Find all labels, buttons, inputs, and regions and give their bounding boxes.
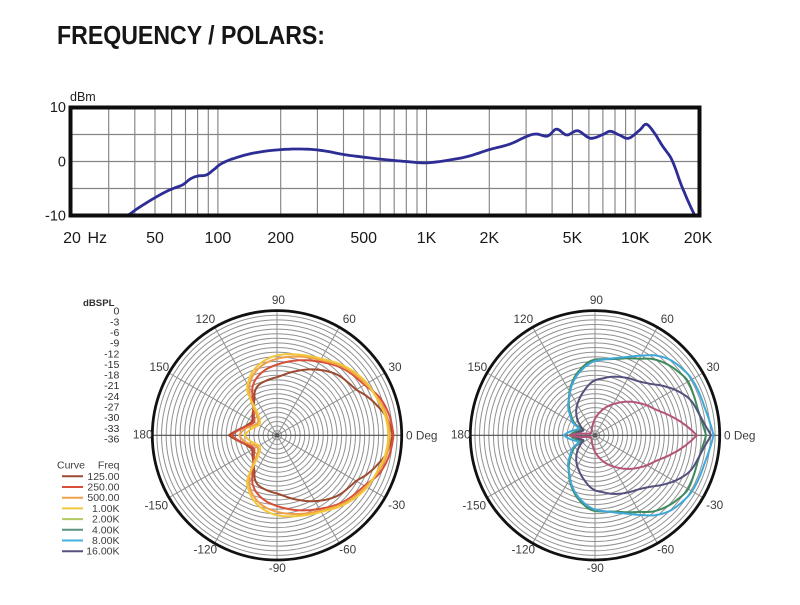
svg-text:-33: -33 bbox=[104, 423, 119, 435]
svg-text:60: 60 bbox=[343, 312, 357, 326]
svg-text:4.00K: 4.00K bbox=[92, 524, 119, 536]
svg-text:20K: 20K bbox=[684, 230, 713, 247]
svg-text:-60: -60 bbox=[657, 543, 674, 557]
svg-text:180: 180 bbox=[451, 428, 471, 442]
svg-text:90: 90 bbox=[272, 293, 286, 307]
svg-text:2.00K: 2.00K bbox=[92, 514, 119, 526]
svg-text:Curve: Curve bbox=[57, 459, 85, 471]
svg-text:-21: -21 bbox=[104, 380, 119, 392]
svg-text:-12: -12 bbox=[104, 348, 119, 360]
svg-text:0: 0 bbox=[113, 306, 119, 318]
svg-text:-9: -9 bbox=[110, 338, 119, 350]
svg-text:FREQUENCY / POLARS:: FREQUENCY / POLARS: bbox=[57, 22, 325, 50]
svg-text:5K: 5K bbox=[563, 230, 583, 247]
svg-text:10K: 10K bbox=[621, 230, 650, 247]
svg-text:180: 180 bbox=[133, 428, 153, 442]
svg-text:-60: -60 bbox=[339, 543, 356, 557]
svg-text:90: 90 bbox=[590, 293, 604, 307]
svg-text:30: 30 bbox=[388, 360, 402, 374]
svg-text:500.00: 500.00 bbox=[87, 492, 119, 504]
svg-text:-24: -24 bbox=[104, 391, 119, 403]
svg-text:-150: -150 bbox=[144, 498, 168, 512]
svg-text:1.00K: 1.00K bbox=[92, 503, 119, 515]
svg-text:-36: -36 bbox=[104, 434, 119, 446]
svg-text:-30: -30 bbox=[388, 498, 405, 512]
svg-text:0 Deg: 0 Deg bbox=[724, 429, 755, 443]
svg-text:16.00K: 16.00K bbox=[86, 546, 119, 558]
svg-text:30: 30 bbox=[706, 360, 720, 374]
svg-text:-18: -18 bbox=[104, 370, 119, 382]
svg-text:-120: -120 bbox=[193, 543, 217, 557]
svg-text:200: 200 bbox=[267, 230, 294, 247]
svg-text:150: 150 bbox=[150, 360, 170, 374]
svg-text:10: 10 bbox=[50, 100, 66, 116]
svg-text:120: 120 bbox=[195, 312, 215, 326]
svg-text:-30: -30 bbox=[706, 498, 723, 512]
svg-text:dBm: dBm bbox=[70, 90, 96, 104]
svg-text:500: 500 bbox=[350, 230, 377, 247]
svg-text:2K: 2K bbox=[480, 230, 500, 247]
svg-text:120: 120 bbox=[513, 312, 533, 326]
svg-text:-3: -3 bbox=[110, 316, 119, 328]
svg-text:-120: -120 bbox=[511, 543, 535, 557]
svg-text:0 Deg: 0 Deg bbox=[406, 429, 437, 443]
svg-text:dBSPL: dBSPL bbox=[83, 298, 115, 309]
svg-text:125.00: 125.00 bbox=[87, 471, 119, 483]
svg-text:-90: -90 bbox=[587, 561, 604, 575]
svg-text:-30: -30 bbox=[104, 412, 119, 424]
svg-text:1K: 1K bbox=[417, 230, 437, 247]
svg-text:50: 50 bbox=[146, 230, 164, 247]
svg-text:150: 150 bbox=[468, 360, 488, 374]
svg-text:Hz: Hz bbox=[88, 230, 108, 247]
svg-text:-15: -15 bbox=[104, 359, 119, 371]
svg-text:100: 100 bbox=[205, 230, 232, 247]
svg-text:250.00: 250.00 bbox=[87, 482, 119, 494]
svg-text:-6: -6 bbox=[110, 327, 119, 339]
svg-text:-27: -27 bbox=[104, 402, 119, 414]
svg-text:-90: -90 bbox=[269, 561, 286, 575]
svg-text:-10: -10 bbox=[45, 209, 66, 225]
svg-text:-150: -150 bbox=[462, 498, 486, 512]
svg-text:0: 0 bbox=[58, 155, 66, 171]
svg-text:60: 60 bbox=[661, 312, 675, 326]
svg-text:8.00K: 8.00K bbox=[92, 535, 119, 547]
svg-text:20: 20 bbox=[63, 230, 81, 247]
svg-text:Freq: Freq bbox=[98, 459, 120, 471]
